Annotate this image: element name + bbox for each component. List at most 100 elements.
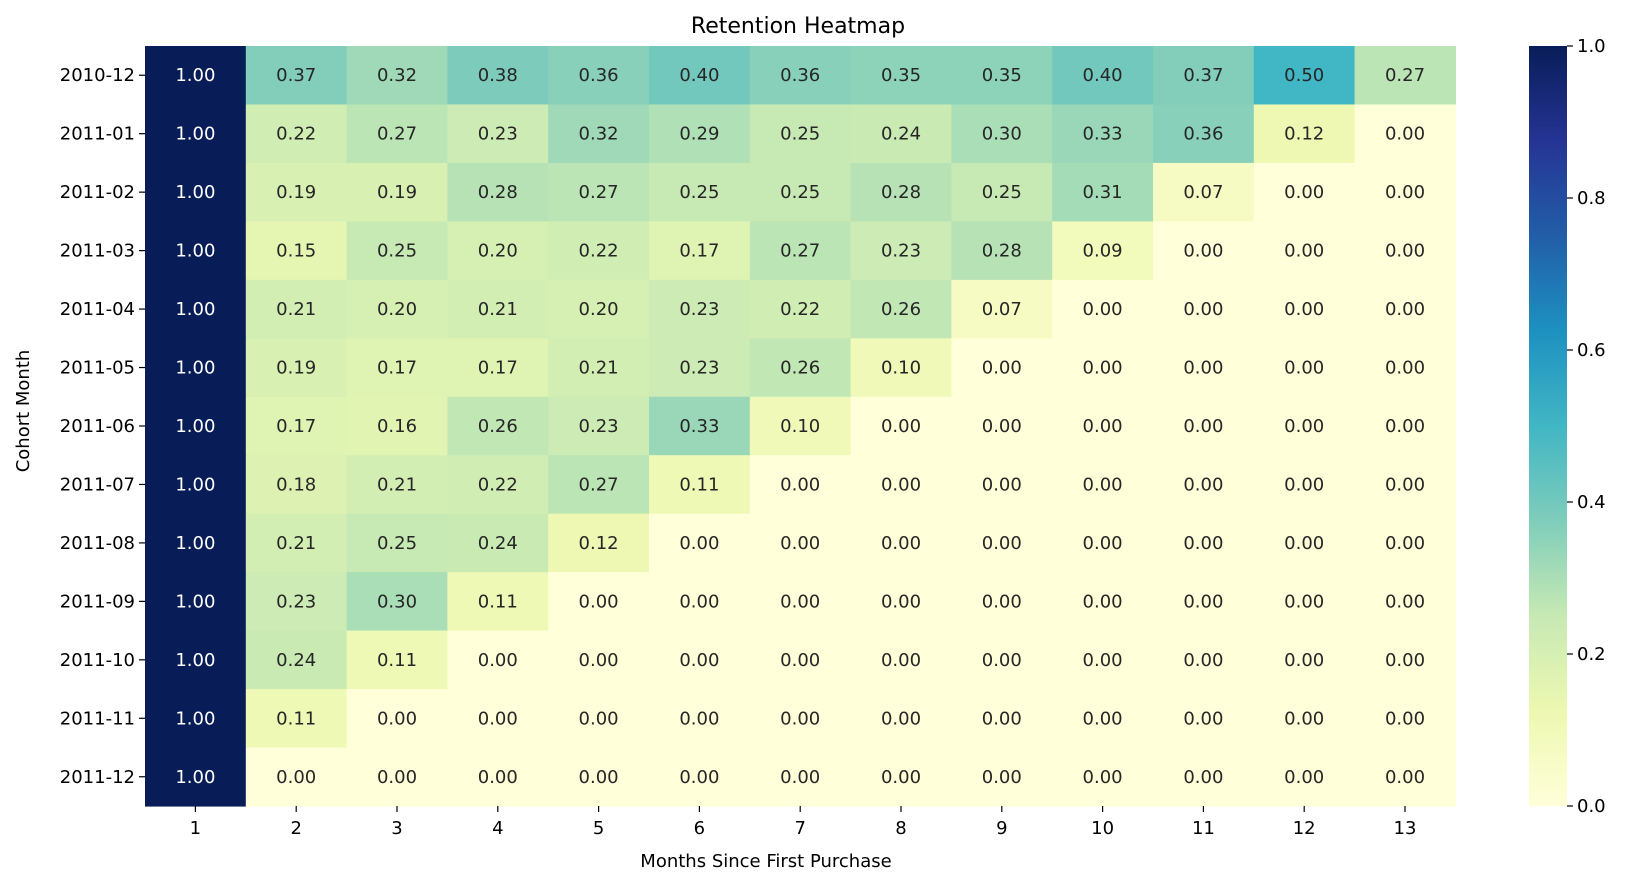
cell-value-label: 0.23 [679, 299, 719, 320]
x-tick-label: 11 [1192, 818, 1215, 839]
cell-value-label: 0.21 [478, 299, 518, 320]
x-tick-label: 12 [1293, 818, 1316, 839]
heatmap-cell [749, 747, 852, 807]
heatmap-cell [649, 104, 751, 164]
heatmap-cell [951, 279, 1053, 339]
cell-value-label: 0.15 [276, 241, 316, 262]
heatmap-cell [1253, 396, 1356, 456]
heatmap-cell [1354, 396, 1456, 456]
heatmap-cell [850, 513, 952, 573]
cell-value-label: 0.11 [478, 591, 518, 612]
cell-value-label: 0.25 [780, 182, 820, 203]
heatmap-cell [447, 338, 549, 398]
heatmap-cell [447, 46, 549, 106]
heatmap-cell [548, 279, 650, 339]
heatmap-cell [649, 396, 751, 456]
cell-value-label: 0.26 [478, 416, 518, 437]
y-tick-label: 2011-04 [60, 299, 135, 320]
heatmap-cell [1253, 747, 1356, 807]
heatmap-cell [951, 46, 1053, 106]
heatmap-cell [145, 104, 247, 164]
cell-value-label: 1.00 [175, 591, 215, 612]
heatmap-cell [1052, 630, 1154, 690]
heatmap-cell [245, 630, 348, 690]
heatmap-cell [749, 104, 852, 164]
cell-value-label: 0.00 [1385, 182, 1425, 203]
cell-value-label: 0.28 [478, 182, 518, 203]
heatmap-cell [1052, 162, 1154, 222]
cell-value-label: 0.00 [1385, 650, 1425, 671]
heatmap-cell [1354, 513, 1456, 573]
heatmap-cell [548, 455, 650, 515]
cell-value-label: 0.19 [377, 182, 417, 203]
y-tick-label: 2011-01 [60, 124, 135, 145]
cell-value-label: 0.00 [1183, 767, 1223, 788]
heatmap-cell [548, 572, 650, 632]
cell-value-label: 0.29 [679, 124, 719, 145]
cell-value-label: 0.27 [579, 474, 619, 495]
cell-value-label: 0.26 [881, 299, 921, 320]
cell-value-label: 0.23 [276, 591, 316, 612]
heatmap-cell [1354, 46, 1456, 106]
heatmap-cell [749, 221, 852, 281]
heatmap-cell [1253, 46, 1356, 106]
heatmap-cell [1052, 104, 1154, 164]
heatmap-cell [245, 747, 348, 807]
heatmap-cell [245, 46, 348, 106]
heatmap-cell [447, 630, 549, 690]
heatmap-cell [749, 455, 852, 515]
cell-value-label: 0.00 [1385, 767, 1425, 788]
cell-value-label: 1.00 [175, 533, 215, 554]
cell-value-label: 0.00 [1083, 591, 1123, 612]
heatmap-cell [145, 338, 247, 398]
heatmap-cell [145, 221, 247, 281]
heatmap-cell [1253, 455, 1356, 515]
cell-value-label: 1.00 [175, 124, 215, 145]
heatmap-cell [951, 104, 1053, 164]
cell-value-label: 1.00 [175, 767, 215, 788]
cell-value-label: 0.00 [982, 533, 1022, 554]
cell-value-label: 0.00 [1183, 591, 1223, 612]
heatmap-cell [749, 46, 852, 106]
cell-value-label: 0.00 [1083, 474, 1123, 495]
cell-value-label: 0.25 [780, 124, 820, 145]
cell-value-label: 0.07 [982, 299, 1022, 320]
cell-value-label: 0.20 [579, 299, 619, 320]
cell-value-label: 0.21 [276, 533, 316, 554]
heatmap-cell [1052, 46, 1154, 106]
heatmap-cell [850, 630, 952, 690]
cell-value-label: 0.00 [982, 650, 1022, 671]
x-axis-label: Months Since First Purchase [640, 851, 891, 872]
cell-value-label: 0.00 [1083, 650, 1123, 671]
cell-value-label: 0.00 [1385, 241, 1425, 262]
cell-value-label: 0.00 [1385, 416, 1425, 437]
cell-value-label: 0.25 [982, 182, 1022, 203]
cell-value-label: 0.00 [1284, 241, 1324, 262]
heatmap-cell [346, 396, 448, 456]
heatmap-cell [951, 513, 1053, 573]
cell-value-label: 0.00 [1183, 358, 1223, 379]
cell-value-label: 0.31 [1083, 182, 1123, 203]
cell-value-label: 0.17 [276, 416, 316, 437]
cell-value-label: 0.00 [780, 474, 820, 495]
cell-value-label: 0.00 [780, 767, 820, 788]
cell-value-label: 0.22 [780, 299, 820, 320]
cell-value-label: 0.00 [478, 650, 518, 671]
heatmap-cell [1153, 279, 1255, 339]
heatmap-cell [649, 572, 751, 632]
heatmap-cell [346, 455, 448, 515]
cell-value-label: 0.00 [1284, 767, 1324, 788]
heatmap-cell [1153, 221, 1255, 281]
cell-value-label: 0.00 [780, 533, 820, 554]
heatmap-cell [1354, 572, 1456, 632]
heatmap-cell [1153, 455, 1255, 515]
heatmap-cell [346, 747, 448, 807]
cell-value-label: 0.00 [478, 767, 518, 788]
colorbar-tick-label: 0.0 [1577, 796, 1606, 817]
heatmap-cell [548, 513, 650, 573]
heatmap-cell [951, 221, 1053, 281]
cell-value-label: 1.00 [175, 474, 215, 495]
colorbar-tick-label: 1.0 [1577, 36, 1606, 57]
cell-value-label: 0.23 [679, 358, 719, 379]
heatmap-cell [1253, 338, 1356, 398]
